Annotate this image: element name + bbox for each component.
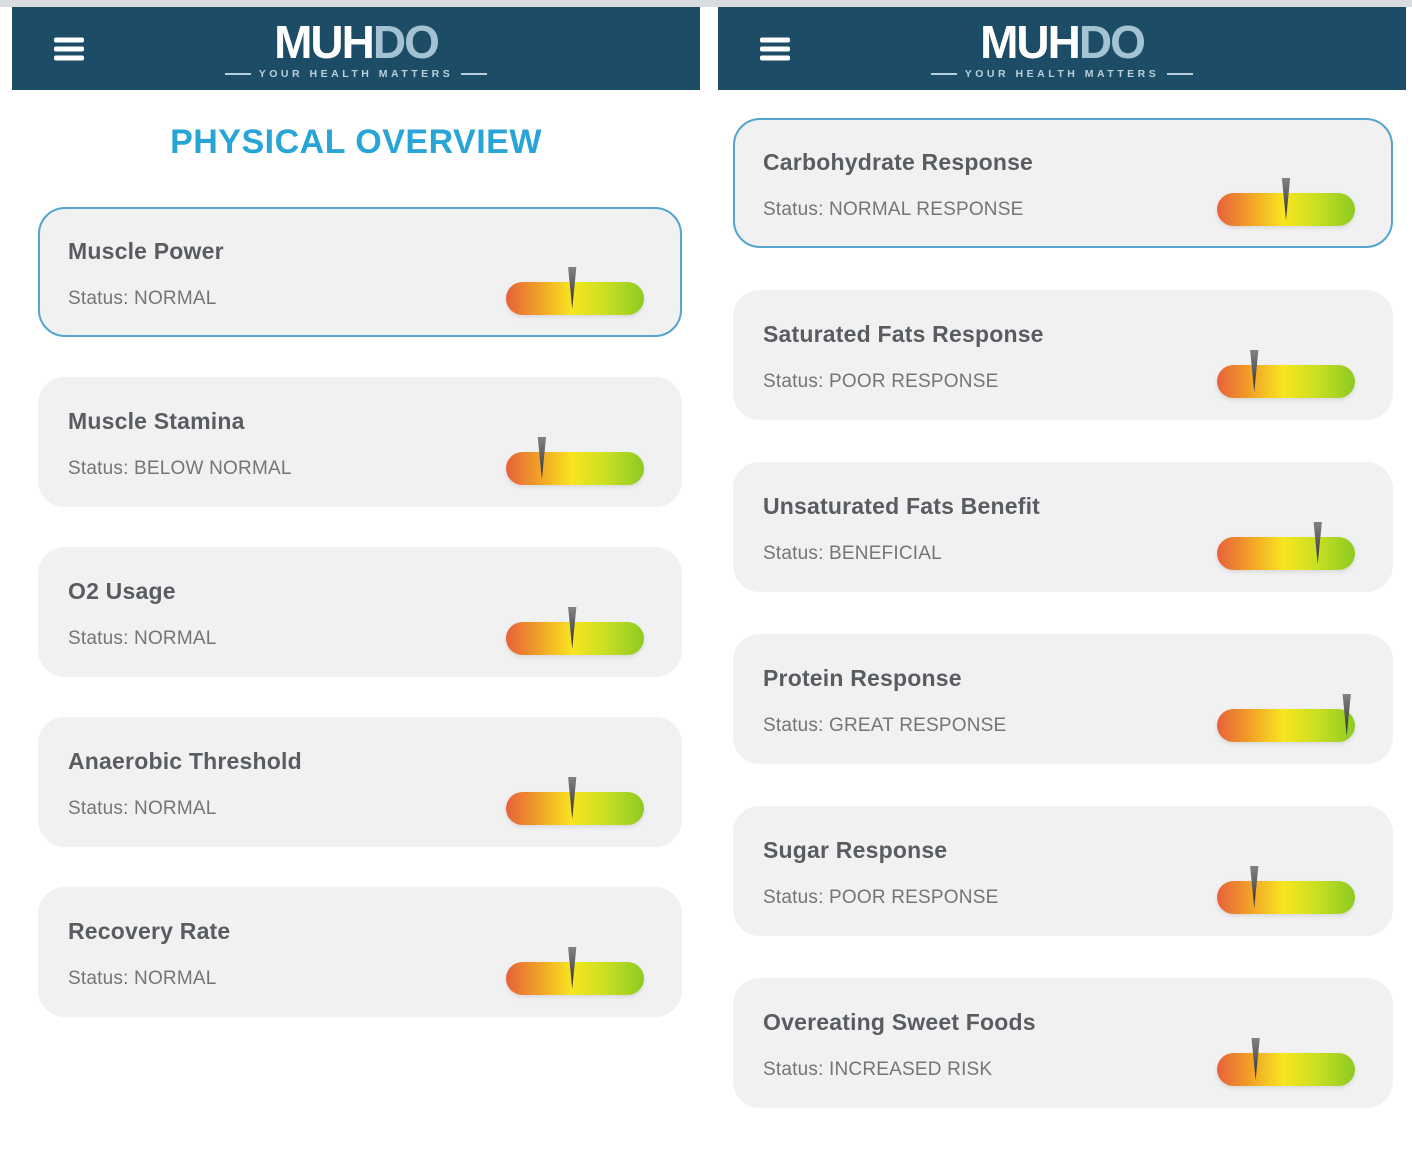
metric-gauge (1217, 522, 1355, 570)
metric-status: Status: BENEFICIAL (763, 542, 942, 564)
metric-status: Status: POOR RESPONSE (763, 886, 999, 908)
metric-gauge (1217, 1038, 1355, 1086)
hamburger-menu-icon[interactable] (760, 37, 790, 60)
card-protein-response[interactable]: Protein Response Status: GREAT RESPONSE (733, 634, 1393, 764)
card-sugar-response[interactable]: Sugar Response Status: POOR RESPONSE (733, 806, 1393, 936)
card-recovery-rate[interactable]: Recovery Rate Status: NORMAL (38, 887, 682, 1017)
metric-gauge (1217, 694, 1355, 742)
brand-secondary: DO (372, 16, 440, 68)
card-unsaturated-fats-benefit[interactable]: Unsaturated Fats Benefit Status: BENEFIC… (733, 462, 1393, 592)
page-title: PHYSICAL OVERVIEW (170, 123, 542, 161)
metric-status: Status: BELOW NORMAL (68, 457, 292, 479)
tagline-right-rule (461, 73, 488, 75)
metric-status: Status: NORMAL (68, 627, 217, 649)
metric-status: Status: NORMAL (68, 797, 217, 819)
metric-title: Unsaturated Fats Benefit (763, 493, 1041, 519)
brand-logo-text: MUHDO (225, 19, 487, 65)
screenshot-pair: MUHDO YOUR HEALTH MATTERS PHYSICAL OVERV… (0, 7, 1412, 1150)
tagline-text: YOUR HEALTH MATTERS (258, 68, 454, 80)
metric-gauge (506, 437, 644, 485)
metric-title: Overeating Sweet Foods (763, 1009, 1036, 1035)
metric-title: O2 Usage (68, 578, 176, 604)
gauge-needle-icon (1313, 522, 1322, 564)
metric-gauge (1217, 866, 1355, 914)
card-overeating-sweet-foods[interactable]: Overeating Sweet Foods Status: INCREASED… (733, 978, 1393, 1108)
metric-gauge (1217, 178, 1355, 226)
brand-primary: MUH (980, 16, 1081, 68)
metric-status: Status: INCREASED RISK (763, 1058, 993, 1080)
hamburger-menu-icon[interactable] (54, 37, 84, 60)
metric-title: Muscle Power (68, 238, 224, 264)
tagline-text: YOUR HEALTH MATTERS (964, 68, 1160, 80)
card-carbohydrate-response[interactable]: Carbohydrate Response Status: NORMAL RES… (733, 118, 1393, 248)
right-screen: MUHDO YOUR HEALTH MATTERS Carbohydrate R… (718, 7, 1406, 1150)
gauge-needle-icon (1250, 866, 1259, 908)
gauge-needle-icon (1250, 350, 1259, 392)
card-o2-usage[interactable]: O2 Usage Status: NORMAL (38, 547, 682, 677)
metric-title: Saturated Fats Response (763, 321, 1044, 347)
metric-gauge (506, 267, 644, 315)
gauge-needle-icon (537, 437, 547, 479)
brand-tagline: YOUR HEALTH MATTERS (930, 68, 1194, 80)
metric-title: Sugar Response (763, 837, 948, 863)
left-screen: MUHDO YOUR HEALTH MATTERS PHYSICAL OVERV… (12, 7, 700, 1150)
metric-gauge (506, 947, 644, 995)
metric-title: Carbohydrate Response (763, 149, 1034, 175)
tagline-right-rule (1167, 73, 1194, 75)
card-saturated-fats-response[interactable]: Saturated Fats Response Status: POOR RES… (733, 290, 1393, 420)
gauge-needle-icon (1281, 178, 1291, 220)
metric-gauge (506, 607, 644, 655)
nutrition-card-list: Carbohydrate Response Status: NORMAL RES… (718, 118, 1406, 1108)
metric-title: Protein Response (763, 665, 962, 691)
gauge-needle-icon (568, 607, 577, 649)
app-header: MUHDO YOUR HEALTH MATTERS (12, 7, 700, 90)
metric-status: Status: NORMAL (68, 287, 217, 309)
brand-logo: MUHDO YOUR HEALTH MATTERS (224, 17, 488, 80)
metric-status: Status: GREAT RESPONSE (763, 714, 1007, 736)
metric-status: Status: NORMAL RESPONSE (763, 198, 1024, 220)
metric-status: Status: POOR RESPONSE (763, 370, 999, 392)
metric-gauge (506, 777, 644, 825)
gauge-needle-icon (1342, 694, 1351, 736)
gauge-needle-icon (1251, 1038, 1260, 1080)
metric-title: Anaerobic Threshold (68, 748, 302, 774)
metric-title: Muscle Stamina (68, 408, 245, 434)
brand-primary: MUH (274, 16, 375, 68)
metric-gauge (1217, 350, 1355, 398)
metric-title: Recovery Rate (68, 918, 231, 944)
window-top-border (0, 0, 1412, 7)
brand-tagline: YOUR HEALTH MATTERS (224, 68, 488, 80)
brand-logo-text: MUHDO (931, 19, 1193, 65)
brand-secondary: DO (1078, 16, 1146, 68)
gauge-needle-icon (568, 777, 577, 819)
tagline-left-rule (224, 73, 251, 75)
card-anaerobic-threshold[interactable]: Anaerobic Threshold Status: NORMAL (38, 717, 682, 847)
metric-status: Status: NORMAL (68, 967, 217, 989)
gauge-needle-icon (568, 947, 577, 989)
tagline-left-rule (930, 73, 957, 75)
app-header: MUHDO YOUR HEALTH MATTERS (718, 7, 1406, 90)
physical-card-list: Muscle Power Status: NORMAL Muscle Stami… (12, 207, 700, 1017)
card-muscle-stamina[interactable]: Muscle Stamina Status: BELOW NORMAL (38, 377, 682, 507)
card-muscle-power[interactable]: Muscle Power Status: NORMAL (38, 207, 682, 337)
gauge-needle-icon (568, 267, 577, 309)
brand-logo: MUHDO YOUR HEALTH MATTERS (930, 17, 1194, 80)
